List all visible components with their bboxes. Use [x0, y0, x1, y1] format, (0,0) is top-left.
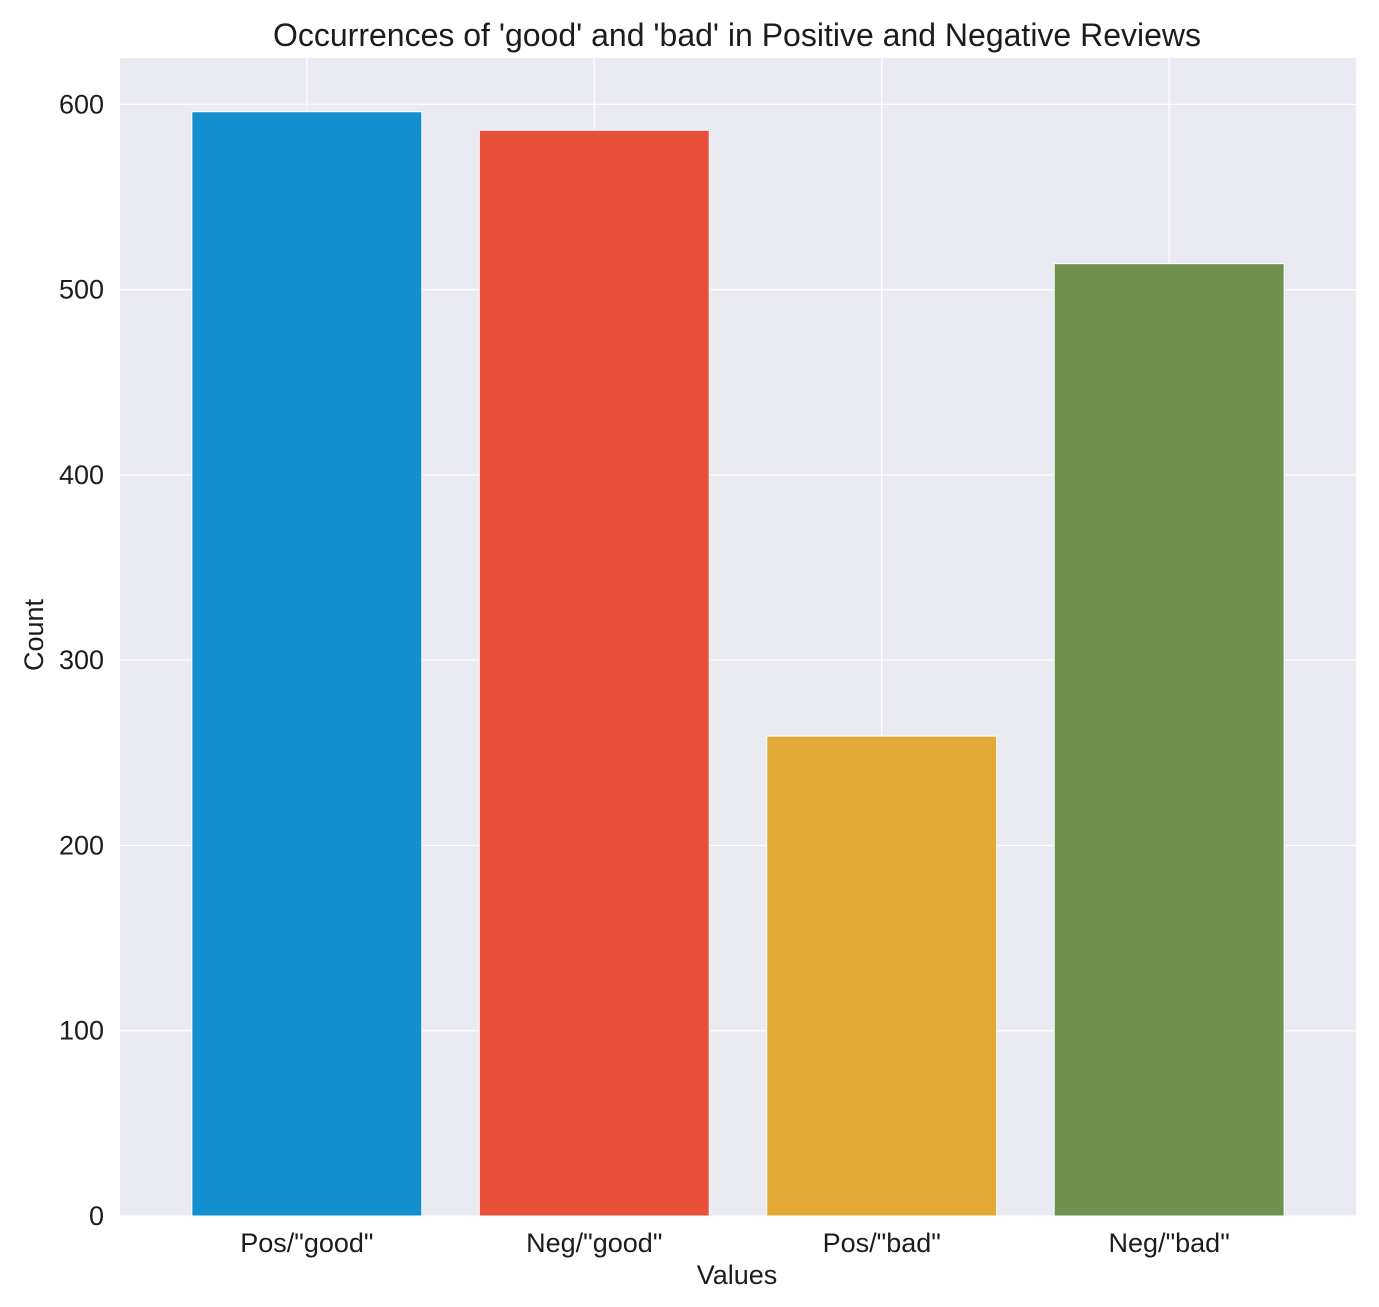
- x-axis-label: Values: [697, 1260, 778, 1290]
- chart-title: Occurrences of 'good' and 'bad' in Posit…: [273, 17, 1201, 53]
- bar: [191, 111, 423, 1217]
- y-tick-label: 600: [59, 89, 104, 119]
- bar: [478, 129, 710, 1217]
- bar: [766, 735, 998, 1217]
- x-tick-label: Neg/"bad": [1109, 1228, 1230, 1258]
- bars: [191, 111, 1285, 1217]
- y-tick-labels: 0 100 200 300 400 500 600: [59, 89, 104, 1231]
- x-tick-label: Pos/"bad": [823, 1228, 941, 1258]
- y-axis-label: Count: [19, 598, 49, 671]
- y-tick-label: 0: [89, 1201, 104, 1231]
- y-tick-label: 400: [59, 460, 104, 490]
- y-tick-label: 200: [59, 830, 104, 860]
- x-tick-label: Pos/"good": [240, 1228, 373, 1258]
- x-tick-label: Neg/"good": [526, 1228, 662, 1258]
- y-tick-label: 500: [59, 275, 104, 305]
- x-tick-labels: Pos/"good" Neg/"good" Pos/"bad" Neg/"bad": [240, 1228, 1230, 1258]
- y-tick-label: 100: [59, 1016, 104, 1046]
- bar: [1053, 263, 1285, 1217]
- y-tick-label: 300: [59, 645, 104, 675]
